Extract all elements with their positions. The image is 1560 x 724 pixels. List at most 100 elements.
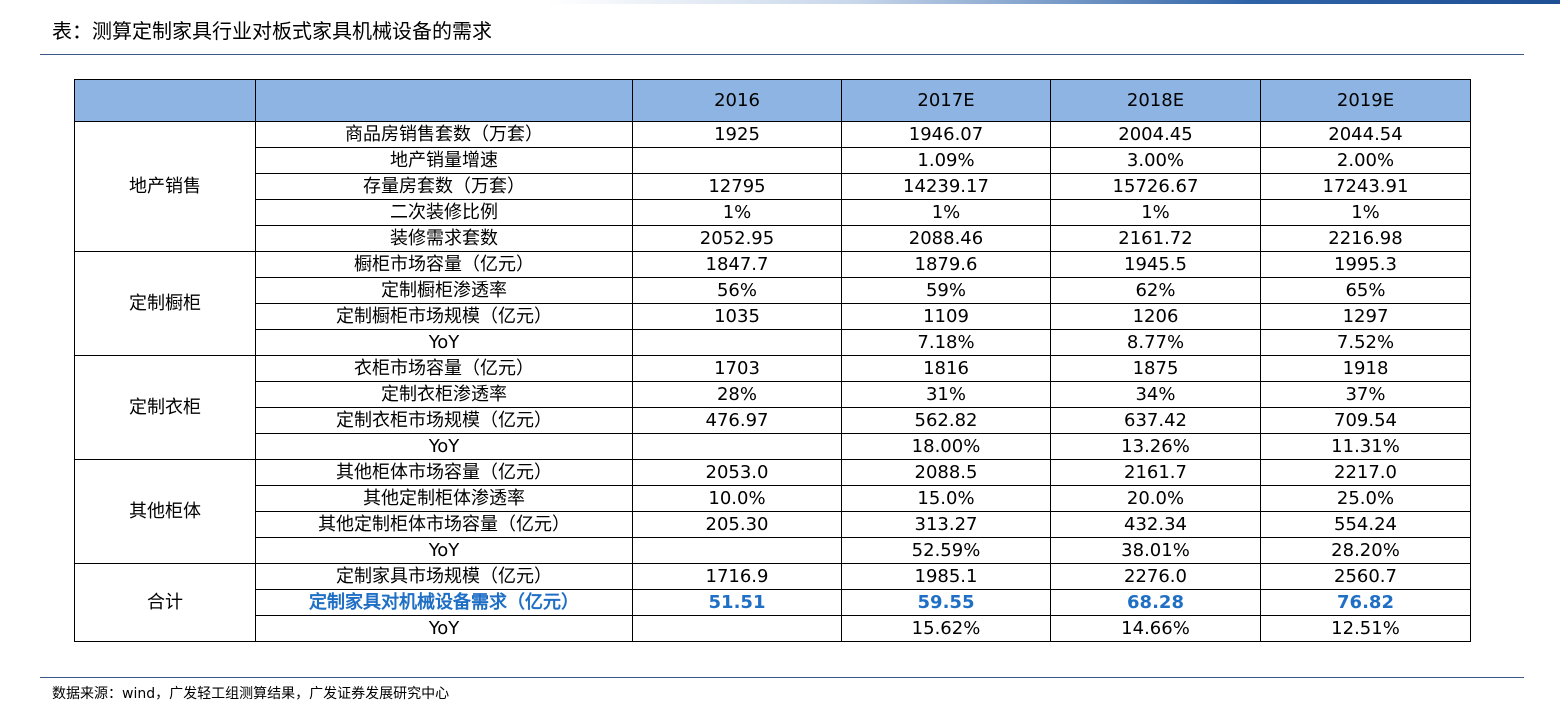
value-cell: 52.59% (841, 537, 1051, 564)
value-cell: 1109 (841, 303, 1051, 330)
value-cell: 51.51 (632, 589, 842, 616)
table-row: 存量房套数（万套） 12795 14239.17 15726.67 17243.91 (75, 173, 1471, 200)
value-cell: 11.31% (1260, 433, 1471, 460)
group-label: 合计 (74, 563, 256, 642)
value-cell: 1918 (1260, 355, 1471, 382)
value-cell: 8.77% (1050, 329, 1261, 356)
table-row: 地产销售 商品房销售套数（万套） 1925 1946.07 2004.45 2044.54 (74, 121, 1471, 252)
table-row: 定制家具对机械设备需求（亿元） 51.51 59.55 68.28 76.82 (75, 589, 1471, 616)
value-cell: 18.00% (841, 433, 1051, 460)
group-label: 定制橱柜 (74, 251, 256, 356)
value-cell: 2053.0 (632, 459, 842, 486)
value-cell: 1% (1260, 199, 1471, 226)
value-cell: 562.82 (841, 407, 1051, 434)
row-label: 商品房销售套数（万套） (255, 121, 633, 148)
row-label: 定制衣柜渗透率 (255, 381, 633, 408)
header-item-cell (255, 79, 633, 122)
value-cell: 205.30 (632, 511, 842, 538)
value-cell: 1879.6 (841, 251, 1051, 278)
value-cell: 1703 (632, 355, 842, 382)
value-cell: 1875 (1050, 355, 1261, 382)
value-cell: 1995.3 (1260, 251, 1471, 278)
top-accent-bar (0, 0, 1560, 4)
value-cell: 14.66% (1050, 615, 1261, 642)
table-row: YoY 7.18% 8.77% 7.52% (75, 329, 1471, 356)
value-cell: 3.00% (1050, 147, 1261, 174)
header-year-2019e: 2019E (1260, 79, 1471, 122)
row-label: 其他定制柜体渗透率 (255, 485, 633, 512)
group-label: 定制衣柜 (74, 355, 256, 460)
value-cell: 37% (1260, 381, 1471, 408)
table-row: YoY 18.00% 13.26% 11.31% (75, 433, 1471, 460)
value-cell: 13.26% (1050, 433, 1261, 460)
header-group-cell (74, 79, 256, 122)
value-cell: 14239.17 (841, 173, 1051, 200)
row-label: 定制家具对机械设备需求（亿元） (255, 589, 633, 616)
table-row: 其他定制柜体渗透率 10.0% 15.0% 20.0% 25.0% (75, 485, 1471, 512)
value-cell: 1% (632, 199, 842, 226)
row-label: 橱柜市场容量（亿元） (255, 251, 633, 278)
table-row: 地产销量增速 1.09% 3.00% 2.00% (75, 147, 1471, 174)
row-label: YoY (255, 433, 633, 460)
value-cell: 59% (841, 277, 1051, 304)
table-row: YoY 52.59% 38.01% 28.20% (75, 537, 1471, 564)
group-label: 其他柜体 (74, 459, 256, 564)
value-cell: 76.82 (1260, 589, 1471, 616)
value-cell (632, 329, 842, 356)
title-divider (40, 54, 1524, 55)
value-cell: 10.0% (632, 485, 842, 512)
value-cell: 28.20% (1260, 537, 1471, 564)
row-label: 衣柜市场容量（亿元） (255, 355, 633, 382)
value-cell: 2161.72 (1050, 225, 1261, 252)
value-cell: 2052.95 (632, 225, 842, 252)
value-cell: 15726.67 (1050, 173, 1261, 200)
header-year-2017e: 2017E (841, 79, 1051, 122)
row-label: 其他柜体市场容量（亿元） (255, 459, 633, 486)
row-label: 存量房套数（万套） (255, 173, 633, 200)
value-cell: 2217.0 (1260, 459, 1471, 486)
row-label: 二次装修比例 (255, 199, 633, 226)
table-row: 其他柜体 其他柜体市场容量（亿元） 2053.0 2088.5 2161.7 2217.0 (74, 459, 1471, 564)
footer-divider (40, 677, 1524, 678)
table-header-row: 2016 2017E 2018E 2019E (74, 79, 1471, 122)
value-cell: 1985.1 (841, 563, 1051, 590)
row-label: YoY (255, 329, 633, 356)
table-row: 定制衣柜市场规模（亿元） 476.97 562.82 637.42 709.54 (75, 407, 1471, 434)
table-body: 地产销售 商品房销售套数（万套） 1925 1946.07 2004.45 2044.54… (74, 121, 1471, 642)
table-row: 合计 定制家具市场规模（亿元） 1716.9 1985.1 2276.0 2560.7 (74, 563, 1471, 642)
row-label: 定制家具市场规模（亿元） (255, 563, 633, 590)
value-cell (632, 433, 842, 460)
row-label: 其他定制柜体市场容量（亿元） (255, 511, 633, 538)
value-cell: 1945.5 (1050, 251, 1261, 278)
page-title: 表：测算定制家具行业对板式家具机械设备的需求 (52, 19, 492, 43)
value-cell: 7.18% (841, 329, 1051, 356)
row-label: 定制橱柜渗透率 (255, 277, 633, 304)
table-row: YoY 15.62% 14.66% 12.51% (75, 615, 1471, 642)
value-cell: 31% (841, 381, 1051, 408)
value-cell: 1035 (632, 303, 842, 330)
table-row: 定制橱柜渗透率 56% 59% 62% 65% (75, 277, 1471, 304)
row-label: 定制橱柜市场规模（亿元） (255, 303, 633, 330)
value-cell: 7.52% (1260, 329, 1471, 356)
value-cell: 1925 (632, 121, 842, 148)
value-cell: 1% (841, 199, 1051, 226)
value-cell: 1% (1050, 199, 1261, 226)
value-cell: 2.00% (1260, 147, 1471, 174)
value-cell: 313.27 (841, 511, 1051, 538)
row-label: YoY (255, 615, 633, 642)
value-cell: 68.28 (1050, 589, 1261, 616)
row-label: 地产销量增速 (255, 147, 633, 174)
value-cell: 17243.91 (1260, 173, 1471, 200)
table-row: 装修需求套数 2052.95 2088.46 2161.72 2216.98 (75, 225, 1471, 252)
value-cell: 1297 (1260, 303, 1471, 330)
value-cell: 25.0% (1260, 485, 1471, 512)
value-cell: 554.24 (1260, 511, 1471, 538)
value-cell: 2560.7 (1260, 563, 1471, 590)
value-cell: 1946.07 (841, 121, 1051, 148)
value-cell: 34% (1050, 381, 1261, 408)
value-cell: 1847.7 (632, 251, 842, 278)
value-cell: 56% (632, 277, 842, 304)
value-cell: 15.0% (841, 485, 1051, 512)
header-year-2018e: 2018E (1050, 79, 1261, 122)
value-cell: 59.55 (841, 589, 1051, 616)
